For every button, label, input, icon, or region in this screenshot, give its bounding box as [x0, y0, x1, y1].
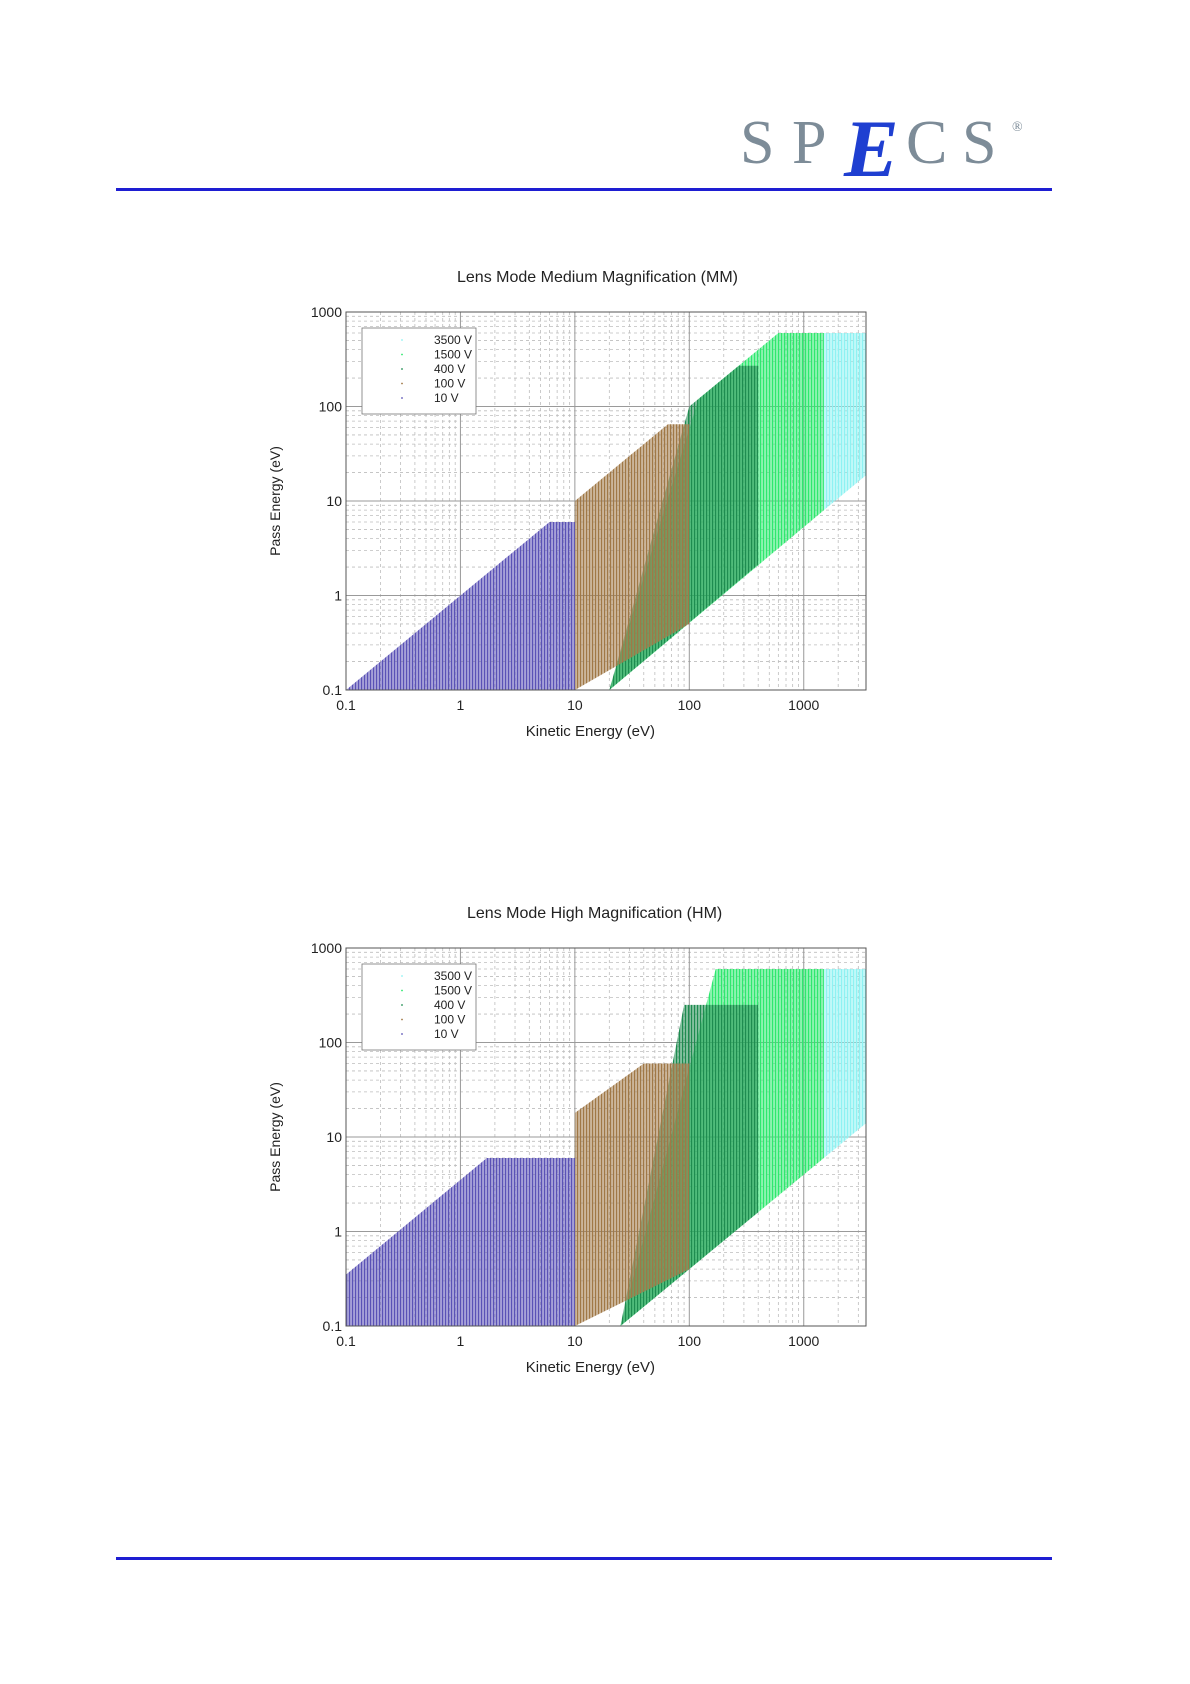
legend-box: [361, 327, 477, 415]
x-axis-label: Kinetic Energy (eV): [526, 1359, 655, 1376]
legend-marker: [401, 339, 403, 341]
legend-entry: 3500 V: [434, 333, 472, 347]
logo-letter-s2: S: [962, 109, 997, 177]
series-group: [346, 333, 866, 690]
specs-logo: S P E C S ®: [740, 103, 1040, 194]
legend-entry: 10 V: [434, 1027, 459, 1041]
series-area-100v: [574, 1063, 690, 1326]
x-tick-label: 1: [457, 697, 465, 713]
legend-entry: 100 V: [434, 377, 465, 391]
legend-entry: 1500 V: [434, 984, 472, 998]
series-area-10v: [346, 1158, 575, 1326]
y-axis-label: Pass Energy (eV): [267, 1082, 283, 1192]
logo-letter-s1: S: [740, 109, 775, 177]
y-tick-label: 1: [334, 588, 342, 604]
y-tick-label: 10: [326, 493, 342, 509]
chart-hm: 0.1 1 10 100 1000 0.1 1 10 100 1000 Kinetic Energy…: [267, 940, 867, 1376]
logo-letter-p: P: [792, 109, 827, 177]
x-tick-label: 0.1: [336, 697, 356, 713]
y-tick-label: 1: [334, 1224, 342, 1240]
y-tick-label: 1000: [311, 304, 342, 320]
y-tick-label: 100: [319, 399, 343, 415]
chart-mm: 0.1 1 10 100 1000 0.1 1 10 100 1000 Kinetic Energy…: [267, 304, 867, 740]
x-tick-label: 10: [567, 1333, 583, 1349]
x-tick-label: 100: [678, 697, 702, 713]
legend-entry: 400 V: [434, 362, 465, 376]
legend-marker: [401, 1018, 403, 1021]
x-tick-label: 1000: [788, 697, 819, 713]
legend-entry: 3500 V: [434, 969, 472, 983]
legend-marker: [401, 382, 403, 385]
series-area-100v: [574, 424, 690, 690]
plot-frame: [345, 311, 867, 691]
x-tick-label: 1000: [788, 1333, 819, 1349]
legend-marker: [401, 1033, 403, 1035]
y-tick-label: 0.1: [323, 682, 343, 698]
legend-marker: [401, 353, 403, 356]
legend-marker: [401, 975, 403, 977]
legend-marker: [401, 368, 403, 370]
chart-title-hm: Lens Mode High Magnification (HM): [467, 905, 723, 922]
x-tick-label: 0.1: [336, 1333, 356, 1349]
legend-entry: 10 V: [434, 391, 459, 405]
legend-marker: [401, 397, 403, 399]
y-tick-label: 1000: [311, 940, 342, 956]
x-tick-label: 1: [457, 1333, 465, 1349]
series-area-3500v: [823, 969, 866, 1158]
legend-entry: 1500 V: [434, 348, 472, 362]
legend-entry: 400 V: [434, 998, 465, 1012]
x-axis-label: Kinetic Energy (eV): [526, 723, 655, 740]
y-axis-label: Pass Energy (eV): [267, 446, 283, 556]
series-group: [346, 969, 866, 1326]
registered-mark: ®: [1012, 120, 1023, 135]
y-tick-label: 10: [326, 1129, 342, 1145]
legend-marker: [401, 989, 403, 992]
plot-frame: [345, 947, 867, 1327]
footer-rule: [116, 1557, 1052, 1560]
legend-entry: 100 V: [434, 1013, 465, 1027]
series-area-10v: [346, 522, 575, 690]
y-tick-label: 100: [319, 1035, 343, 1051]
legend-box: [361, 963, 477, 1051]
chart-title-mm: Lens Mode Medium Magnification (MM): [457, 269, 738, 286]
legend-marker: [401, 1004, 403, 1006]
logo-letter-c: C: [906, 109, 948, 177]
header-rule: [116, 188, 1052, 191]
y-tick-label: 0.1: [323, 1318, 343, 1334]
x-tick-label: 10: [567, 697, 583, 713]
logo-letter-e: E: [844, 103, 899, 194]
x-tick-label: 100: [678, 1333, 702, 1349]
series-area-3500v: [823, 333, 866, 511]
